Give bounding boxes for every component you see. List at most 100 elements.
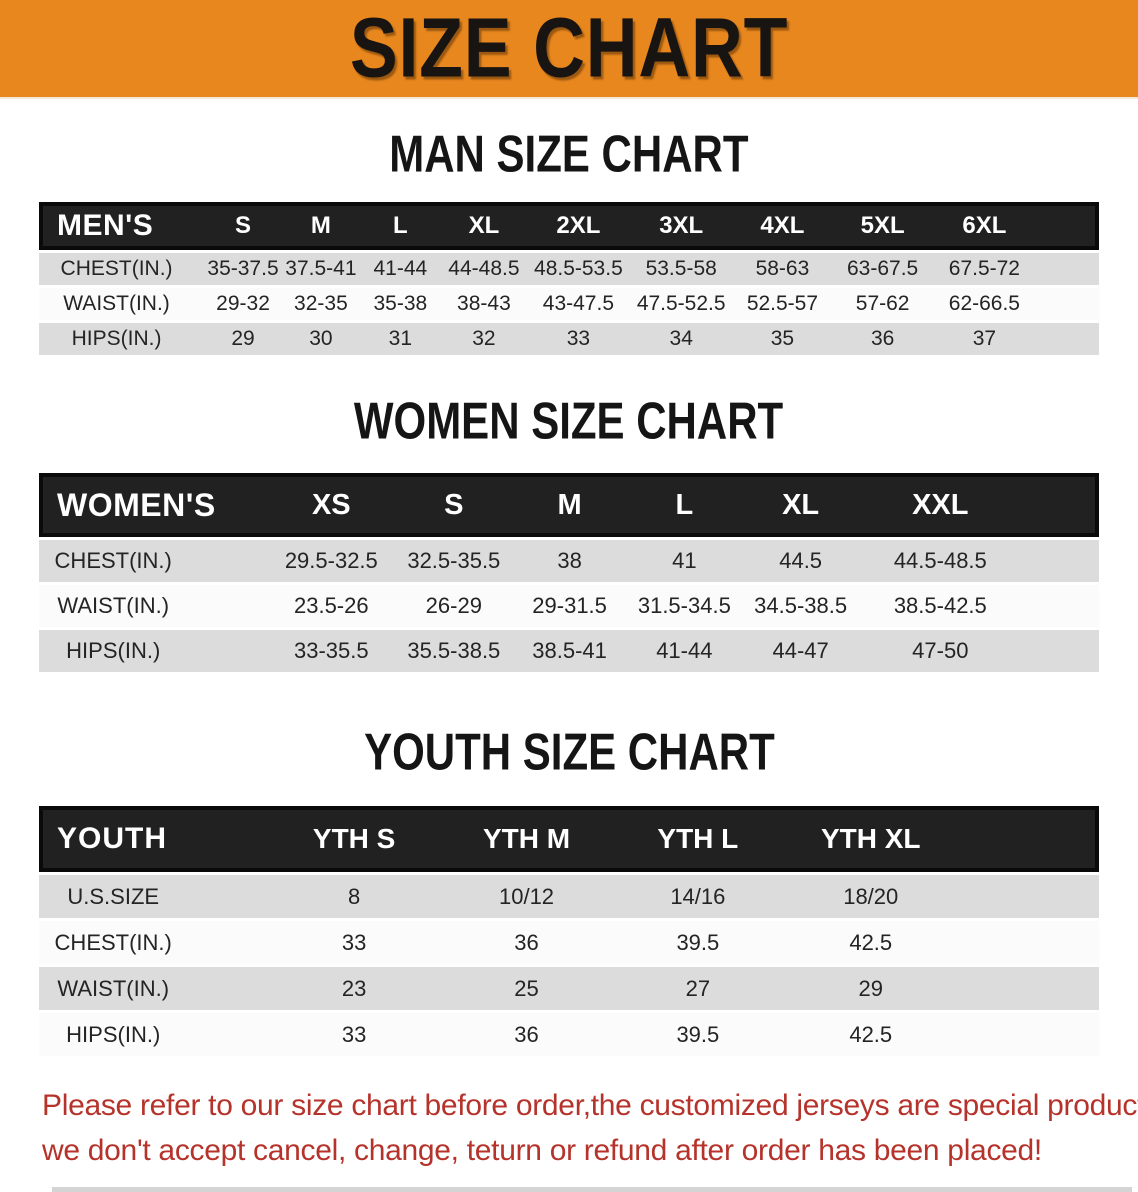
table-row: CHEST(IN.) 33 36 39.5 42.5 [39,921,1099,964]
size-value-cell: 41 [626,540,742,582]
size-value-cell: 25 [440,967,613,1010]
size-value-cell: 44-47 [741,630,860,672]
size-value-cell: 32 [440,323,527,355]
size-column-header: YTH L [612,806,784,872]
order-notice: Please refer to our size chart before or… [0,1083,1138,1173]
spacer-cell [1021,585,1099,627]
size-value-cell: 67.5-72 [932,253,1036,285]
size-value-cell: 36 [440,1013,613,1056]
size-value-cell: 14/16 [612,875,784,918]
women-size-table: WOMEN'S XS S M L XL XXL CHEST(IN.) 29.5-32.5 32.5… [39,470,1099,675]
spacer-cell [957,921,1099,964]
spacer-cell [1035,253,1099,285]
banner: SIZE CHART [0,0,1138,99]
spacer-cell [957,875,1099,918]
size-column-header: M [512,473,627,537]
size-value-cell: 32-35 [281,288,360,320]
measurement-label: U.S.SIZE [39,875,268,918]
size-column-header: 2XL [527,202,630,250]
table-row: HIPS(IN.) 33 36 39.5 42.5 [39,1013,1099,1056]
table-category-header: MEN'S [39,202,205,250]
table-row: CHEST(IN.) 35-37.5 37.5-41 41-44 44-48.5 48.5… [39,253,1099,285]
size-value-cell: 35-38 [359,288,441,320]
size-value-cell: 29 [204,323,282,355]
women-section-heading-text: WOMEN SIZE CHART [354,391,784,451]
measurement-label: WAIST(IN.) [39,288,205,320]
men-section-heading-text: MAN SIZE CHART [389,124,749,184]
table-row: WAIST(IN.) 23.5-26 26-29 29-31.5 31.5-34.5 34… [39,585,1099,627]
size-value-cell: 29 [783,967,958,1010]
spacer-cell [1035,202,1099,250]
youth-size-table-wrap: YOUTH YTH S YTH M YTH L YTH XL U.S.SIZE 8 10/12… [0,803,1138,1059]
men-size-table: MEN'S S M L XL 2XL 3XL 4XL 5XL 6XL CHEST(IN.) 35-37… [39,199,1099,358]
size-value-cell: 35-37.5 [204,253,282,285]
size-value-cell: 35.5-38.5 [395,630,513,672]
youth-section-heading: YOUTH SIZE CHART [0,723,1138,781]
youth-size-table: YOUTH YTH S YTH M YTH L YTH XL U.S.SIZE 8 10/12… [39,803,1099,1059]
size-value-cell: 29-31.5 [512,585,627,627]
size-value-cell: 39.5 [612,1013,784,1056]
size-value-cell: 38.5-42.5 [859,585,1022,627]
spacer-cell [957,967,1099,1010]
size-column-header: 6XL [932,202,1036,250]
size-value-cell: 37 [932,323,1036,355]
spacer-cell [1035,323,1099,355]
size-value-cell: 42.5 [783,1013,958,1056]
notice-line-2: we don't accept cancel, change, teturn o… [42,1134,1042,1167]
size-value-cell: 35 [732,323,833,355]
size-value-cell: 42.5 [783,921,958,964]
size-column-header: YTH M [440,806,613,872]
size-value-cell: 47.5-52.5 [629,288,733,320]
size-value-cell: 33 [527,323,630,355]
size-column-header: XL [440,202,527,250]
size-value-cell: 38.5-41 [512,630,627,672]
size-value-cell: 34.5-38.5 [741,585,860,627]
size-value-cell: 30 [281,323,360,355]
size-value-cell: 29.5-32.5 [267,540,396,582]
spacer-cell [1021,540,1099,582]
size-value-cell: 44.5-48.5 [859,540,1022,582]
table-row: WAIST(IN.) 23 25 27 29 [39,967,1099,1010]
size-value-cell: 38 [512,540,627,582]
size-value-cell: 26-29 [395,585,513,627]
size-value-cell: 34 [629,323,733,355]
size-column-header: 5XL [832,202,933,250]
table-header-row: YOUTH YTH S YTH M YTH L YTH XL [39,806,1099,872]
size-value-cell: 27 [612,967,784,1010]
size-value-cell: 37.5-41 [281,253,360,285]
size-column-header: M [281,202,360,250]
size-value-cell: 57-62 [832,288,933,320]
size-value-cell: 36 [832,323,933,355]
size-value-cell: 62-66.5 [932,288,1036,320]
spacer-cell [957,806,1099,872]
spacer-cell [957,1013,1099,1056]
table-header-row: WOMEN'S XS S M L XL XXL [39,473,1099,537]
size-value-cell: 39.5 [612,921,784,964]
size-value-cell: 33-35.5 [267,630,396,672]
size-column-header: XS [267,473,396,537]
measurement-label: CHEST(IN.) [39,253,205,285]
page-title: SIZE CHART [349,1,789,95]
size-column-header: S [204,202,282,250]
table-category-header: YOUTH [39,806,268,872]
measurement-label: WAIST(IN.) [39,585,268,627]
size-column-header: YTH XL [783,806,958,872]
measurement-label: WAIST(IN.) [39,967,268,1010]
size-column-header: YTH S [267,806,441,872]
size-value-cell: 44-48.5 [440,253,527,285]
table-row: HIPS(IN.) 33-35.5 35.5-38.5 38.5-41 41-44 44-… [39,630,1099,672]
size-value-cell: 53.5-58 [629,253,733,285]
men-section-heading: MAN SIZE CHART [0,125,1138,183]
women-size-table-wrap: WOMEN'S XS S M L XL XXL CHEST(IN.) 29.5-32.5 32.5… [0,470,1138,675]
table-category-header: WOMEN'S [39,473,268,537]
table-row: U.S.SIZE 8 10/12 14/16 18/20 [39,875,1099,918]
table-row: CHEST(IN.) 29.5-32.5 32.5-35.5 38 41 44.5 44.5… [39,540,1099,582]
measurement-label: CHEST(IN.) [39,921,268,964]
table-row: HIPS(IN.) 29 30 31 32 33 34 35 36 37 [39,323,1099,355]
measurement-label: CHEST(IN.) [39,540,268,582]
spacer-cell [1021,473,1099,537]
size-value-cell: 32.5-35.5 [395,540,513,582]
size-value-cell: 29-32 [204,288,282,320]
table-row: WAIST(IN.) 29-32 32-35 35-38 38-43 43-47.5 47.… [39,288,1099,320]
